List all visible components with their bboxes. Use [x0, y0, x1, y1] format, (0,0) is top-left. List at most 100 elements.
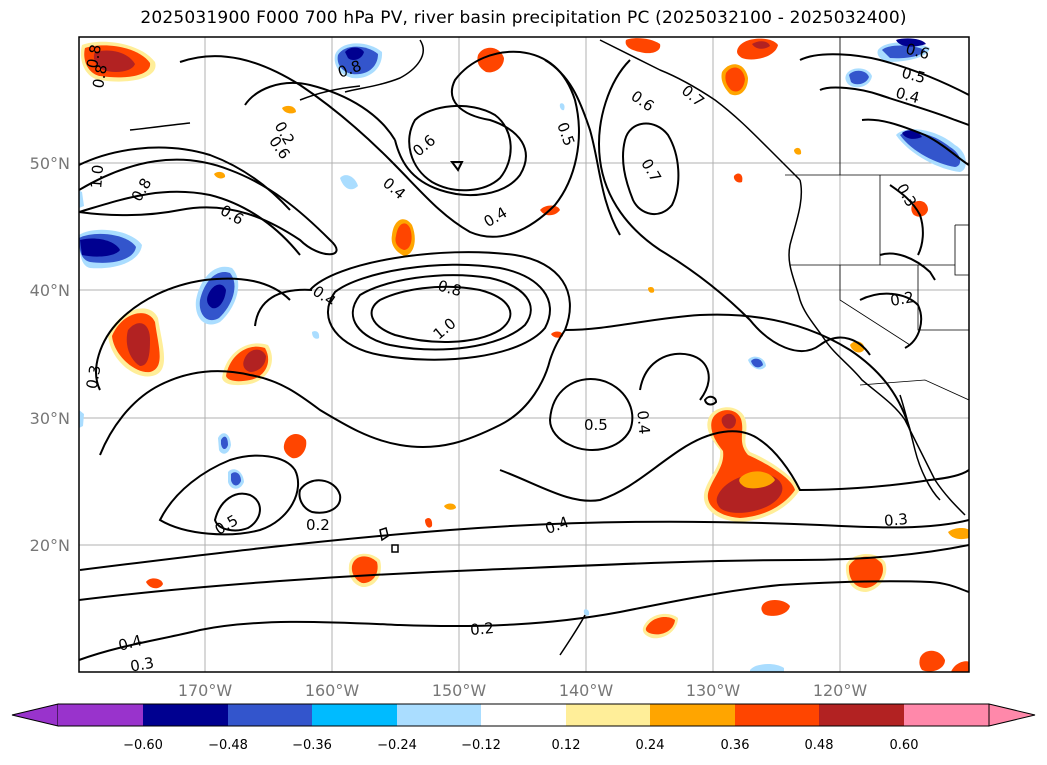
precip-blob	[108, 308, 165, 377]
pv-contour	[408, 104, 512, 192]
pv-contour	[703, 395, 718, 406]
colorbar-tick: 0.60	[890, 738, 919, 753]
colorbar-tick: −0.36	[292, 738, 332, 753]
coastline	[379, 527, 389, 542]
contour-label: 1.0	[87, 164, 107, 189]
colorbar-tick: −0.48	[208, 738, 248, 753]
precip-blob	[195, 266, 239, 325]
precip-blob	[391, 219, 415, 256]
pv-contour	[327, 263, 551, 361]
pv-contour	[79, 146, 291, 211]
pv-contour	[450, 161, 464, 172]
colorbar: −0.60 −0.48 −0.36 −0.24 −0.12 0.12 0.24 …	[11, 703, 1036, 753]
pv-contour	[79, 580, 969, 661]
lat-label: 30°N	[30, 409, 70, 428]
pv-contour	[861, 118, 969, 166]
precip-blob	[283, 433, 307, 459]
coastline	[559, 614, 586, 656]
colorbar-segment	[312, 704, 397, 726]
colorbar-segment	[819, 704, 904, 726]
coastline	[899, 394, 941, 501]
colorbar-tick: 0.24	[636, 738, 665, 753]
coastline	[599, 39, 801, 181]
coastline	[299, 85, 361, 101]
colorbar-tick: 0.48	[805, 738, 834, 753]
coastline	[129, 122, 191, 131]
pv-contour	[351, 274, 532, 351]
pv-contour	[499, 430, 969, 502]
pv-contour	[544, 59, 621, 236]
precip-negative-anomalies	[79, 38, 966, 672]
pv-contour	[158, 454, 300, 536]
colorbar-segment	[650, 704, 735, 726]
contour-label: 0.4	[633, 410, 653, 435]
precip-blob	[948, 527, 969, 672]
precip-blob	[146, 105, 865, 589]
lon-label: 160°W	[305, 681, 360, 700]
colorbar-tick: 0.36	[721, 738, 750, 753]
precip-blob	[877, 38, 930, 62]
lon-label: 170°W	[178, 681, 233, 700]
lon-label: 140°W	[559, 681, 614, 700]
coastline	[788, 179, 966, 516]
colorbar-segment	[397, 704, 481, 726]
precip-blob	[642, 613, 678, 639]
contour-label: 0.5	[900, 64, 928, 88]
contour-label: 0.2	[306, 516, 330, 534]
lon-label: 150°W	[432, 681, 487, 700]
pv-contour	[309, 251, 571, 331]
contour-label: 0.8	[89, 63, 111, 90]
plot-frame	[78, 36, 970, 673]
coastlines	[129, 39, 966, 656]
precip-blob	[721, 64, 748, 96]
colorbar-segment	[566, 704, 650, 726]
pv-contour	[244, 81, 396, 141]
pv-contour	[99, 329, 566, 456]
colorbar-segment	[58, 704, 143, 726]
contour-label: 0.2	[889, 288, 916, 310]
colorbar-tick: −0.60	[123, 738, 163, 753]
contour-label: 0.4	[116, 631, 144, 655]
pv-contour	[79, 544, 969, 601]
longitude-labels: 170°W 160°W 150°W 140°W 130°W 120°W	[178, 681, 868, 700]
precip-blob	[79, 103, 784, 672]
colorbar-min-extend	[11, 703, 59, 727]
precip-blob	[80, 41, 156, 82]
pv-contour	[213, 492, 261, 532]
precip-blob	[334, 43, 383, 79]
contour-label: 0.5	[584, 416, 608, 434]
colorbar-segment	[143, 704, 228, 726]
pv-contour	[799, 53, 969, 96]
pv-contour	[889, 184, 924, 256]
pv-contour	[564, 313, 911, 431]
precip-blob	[911, 200, 928, 217]
colorbar-segment	[228, 704, 312, 726]
colorbar-segment	[735, 704, 819, 726]
map-title: 2025031900 F000 700 hPa PV, river basin …	[140, 8, 907, 28]
contour-label: 0.3	[83, 364, 105, 391]
pv-contour	[79, 190, 301, 256]
lat-label: 40°N	[30, 281, 70, 300]
colorbar-tick: −0.12	[461, 738, 501, 753]
precip-blob	[919, 650, 945, 672]
colorbar-tick: 0.12	[552, 738, 581, 753]
precip-blob	[703, 407, 800, 522]
pv-contour	[639, 352, 710, 401]
pv-contour	[254, 288, 313, 327]
colorbar-segment	[481, 704, 566, 726]
pv-contour	[179, 50, 580, 238]
contour-label: 0.3	[883, 510, 908, 530]
pv-contours	[79, 50, 969, 661]
precip-blob	[737, 38, 778, 60]
contour-label: 0.3	[129, 654, 156, 676]
pv-contour	[95, 277, 291, 391]
contour-label: 0.4	[894, 84, 922, 108]
colorbar-max-extend	[988, 703, 1036, 727]
lat-label: 20°N	[30, 536, 70, 555]
pv-contour	[548, 378, 634, 451]
contour-label: 0.6	[904, 40, 932, 64]
contour-label: 0.2	[469, 619, 494, 639]
precip-blob	[845, 68, 872, 88]
pv-contour	[879, 252, 936, 281]
